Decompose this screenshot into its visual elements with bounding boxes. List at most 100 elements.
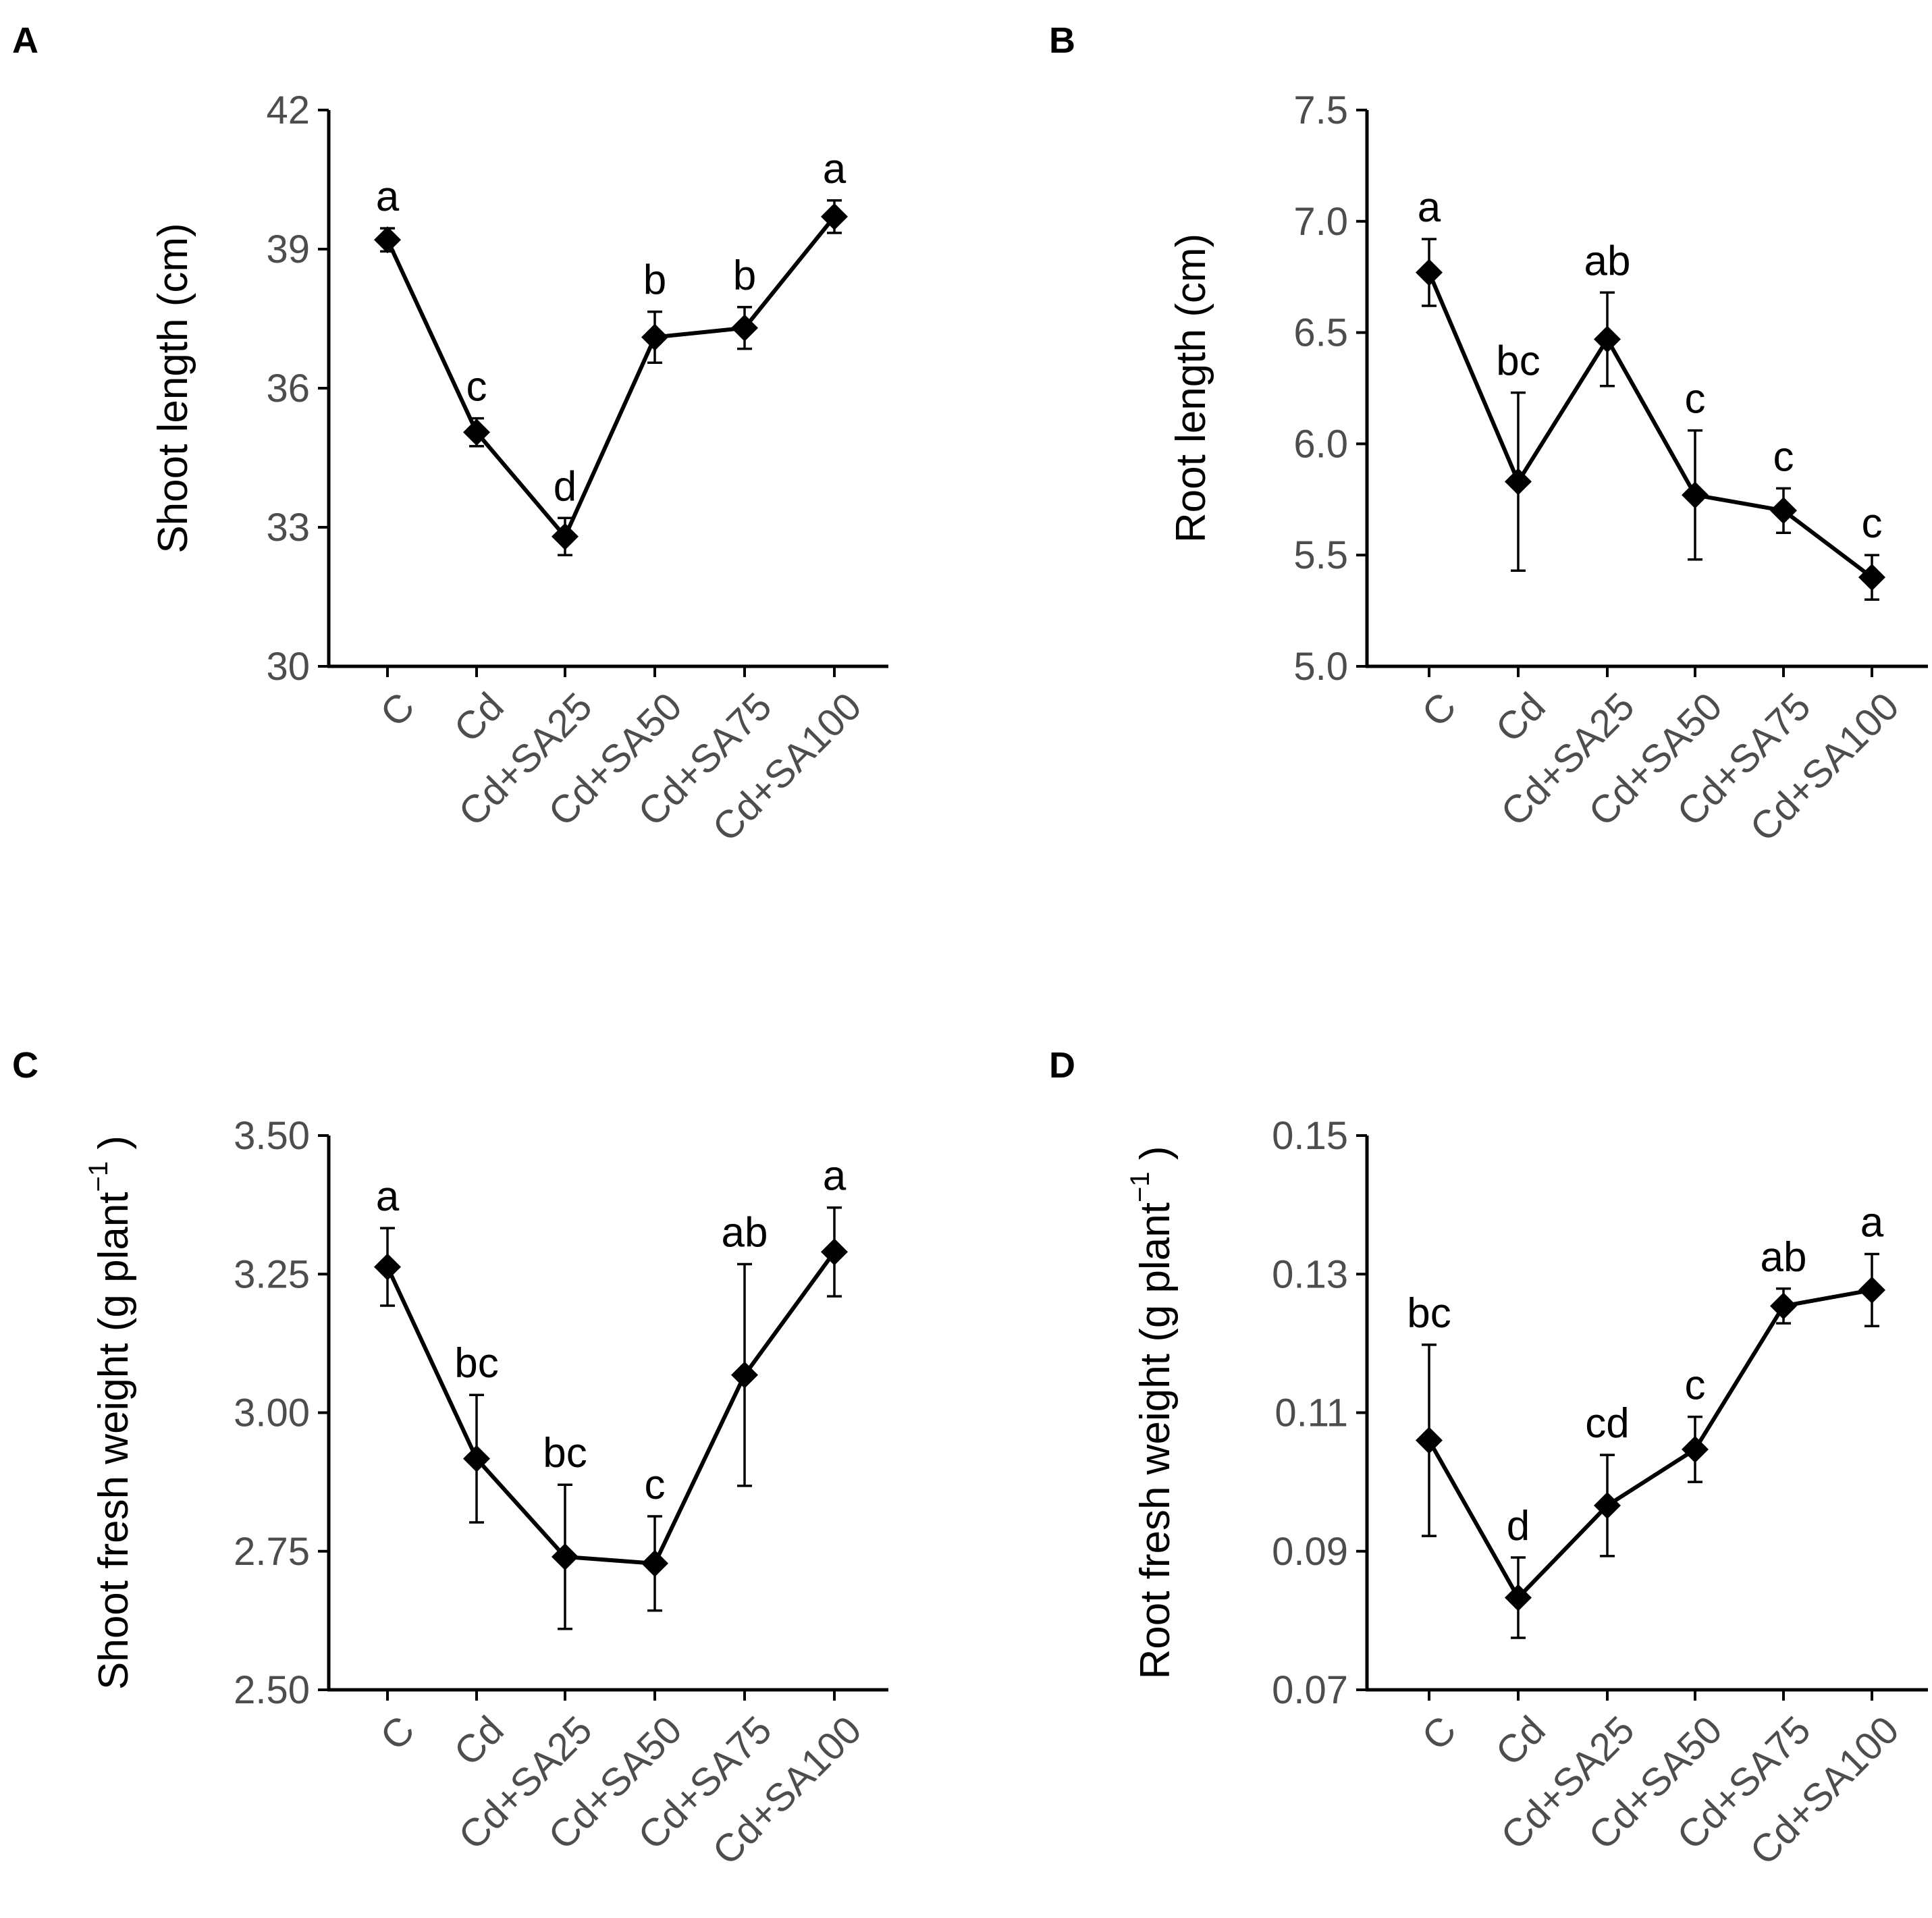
data-point-marker xyxy=(1505,1584,1532,1611)
y-tick-label: 0.15 xyxy=(1272,1114,1348,1158)
panel-letter: C xyxy=(12,1045,38,1086)
y-axis-title-text: Shoot length (cm) xyxy=(150,223,196,553)
x-tick-label: C xyxy=(372,685,423,736)
y-axis-title-text: Shoot fresh weight (g plant xyxy=(90,1192,137,1690)
significance-label: a xyxy=(376,174,400,220)
data-point-marker xyxy=(1858,1276,1885,1304)
panel-d: D0.070.090.110.130.15C CdCd+SA25Cd+SA50Cd… xyxy=(1049,1045,1928,1873)
data-point-marker xyxy=(1505,468,1532,496)
x-tick-label: C xyxy=(372,1708,423,1759)
significance-label: c xyxy=(645,1462,666,1508)
significance-label: a xyxy=(823,146,847,192)
x-tick-label: Cd xyxy=(1487,1708,1553,1774)
significance-label: bc xyxy=(1407,1290,1451,1337)
significance-label: b xyxy=(733,252,756,299)
y-axis-title-close: ) xyxy=(90,1136,137,1161)
y-axis-title-text: Root length (cm) xyxy=(1168,234,1214,543)
data-point-marker xyxy=(731,1361,758,1389)
series-line xyxy=(385,1250,836,1566)
data-point-marker xyxy=(1682,481,1709,509)
x-tick-label: Cd xyxy=(446,1708,512,1774)
data-point-marker xyxy=(1594,325,1621,353)
significance-label: bc xyxy=(1496,338,1540,385)
y-tick-label: 3.50 xyxy=(234,1114,310,1158)
y-tick-label: 0.13 xyxy=(1272,1252,1348,1296)
panel-letter: D xyxy=(1049,1045,1075,1086)
series-line xyxy=(1427,271,1873,579)
data-point-marker xyxy=(552,1543,579,1570)
y-tick-label: 6.0 xyxy=(1293,422,1348,466)
y-axis-title-close: ) xyxy=(1132,1146,1179,1172)
data-point-marker xyxy=(1594,1492,1621,1520)
y-axis-title-text: Root fresh weight (g plant xyxy=(1132,1202,1179,1680)
y-tick-label: 39 xyxy=(266,228,310,271)
x-tick-label: C xyxy=(1414,1708,1465,1759)
data-point-marker xyxy=(463,419,490,446)
data-point-marker xyxy=(1682,1435,1709,1463)
data-point-marker xyxy=(641,323,668,351)
y-tick-label: 7.0 xyxy=(1293,200,1348,244)
x-tick-label: Cd xyxy=(1487,685,1553,751)
y-tick-label: 30 xyxy=(266,645,310,689)
y-tick-label: 6.5 xyxy=(1293,311,1348,355)
significance-label: ab xyxy=(1584,238,1631,284)
y-axis-title: Root fresh weight (g plant−1 ) xyxy=(1125,1146,1179,1680)
y-axis-title-superscript: −1 xyxy=(1125,1171,1155,1202)
significance-label: d xyxy=(554,463,576,510)
y-tick-label: 5.0 xyxy=(1293,645,1348,689)
y-tick-label: 7.5 xyxy=(1293,88,1348,132)
y-tick-label: 2.50 xyxy=(234,1668,310,1712)
data-point-marker xyxy=(731,314,758,342)
panel-letter: A xyxy=(12,20,38,61)
significance-label: a xyxy=(1418,184,1441,231)
data-point-marker xyxy=(821,1238,848,1266)
data-point-marker xyxy=(463,1445,490,1472)
significance-label: d xyxy=(1507,1503,1530,1549)
x-tick-label: Cd xyxy=(446,685,512,751)
series-line xyxy=(1427,1287,1873,1601)
panel-c: C2.502.753.003.253.50C CdCd+SA25Cd+SA50Cd… xyxy=(12,1045,888,1873)
series-line xyxy=(385,215,836,541)
significance-label: bc xyxy=(454,1340,498,1387)
y-tick-label: 33 xyxy=(266,506,310,550)
data-point-marker xyxy=(374,1253,401,1281)
significance-label: bc xyxy=(543,1430,587,1476)
y-tick-label: 0.07 xyxy=(1272,1668,1348,1712)
y-tick-label: 0.11 xyxy=(1274,1391,1348,1435)
significance-label: ab xyxy=(722,1209,768,1256)
panel-letter: B xyxy=(1049,20,1075,61)
data-point-marker xyxy=(374,226,401,254)
y-axis-title: Root length (cm) xyxy=(1168,234,1214,543)
x-tick-label: C xyxy=(1414,685,1465,736)
significance-label: a xyxy=(823,1153,847,1200)
data-point-marker xyxy=(1770,1292,1797,1320)
significance-label: ab xyxy=(1761,1234,1807,1281)
data-point-marker xyxy=(1858,564,1885,591)
significance-label: a xyxy=(376,1173,400,1220)
data-point-marker xyxy=(1770,497,1797,525)
data-point-marker xyxy=(1416,259,1443,286)
data-point-marker xyxy=(1416,1427,1443,1454)
y-tick-label: 0.09 xyxy=(1272,1530,1348,1574)
y-tick-label: 2.75 xyxy=(234,1530,310,1574)
y-tick-label: 36 xyxy=(266,367,310,410)
data-point-marker xyxy=(821,203,848,230)
significance-label: c xyxy=(1685,1362,1706,1409)
significance-label: cd xyxy=(1585,1400,1629,1447)
significance-label: c xyxy=(466,364,487,410)
y-tick-label: 3.00 xyxy=(234,1391,310,1435)
data-point-marker xyxy=(641,1549,668,1577)
panel-b: B5.05.56.06.57.07.5C CdCd+SA25Cd+SA50Cd+S… xyxy=(1049,20,1928,850)
significance-label: c xyxy=(1773,433,1794,480)
y-tick-label: 5.5 xyxy=(1293,533,1348,577)
y-axis-title: Shoot length (cm) xyxy=(150,223,196,553)
significance-label: b xyxy=(643,257,666,304)
data-point-marker xyxy=(552,523,579,550)
significance-label: c xyxy=(1862,500,1883,547)
y-axis-title-superscript: −1 xyxy=(84,1161,113,1192)
y-tick-label: 3.25 xyxy=(234,1252,310,1296)
y-tick-label: 42 xyxy=(266,88,310,132)
significance-label: c xyxy=(1685,376,1706,423)
